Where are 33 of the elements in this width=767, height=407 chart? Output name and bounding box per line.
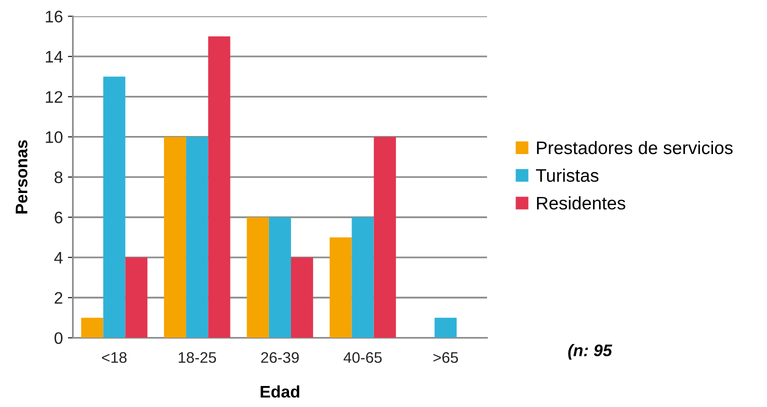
y-tick-label: 10 xyxy=(46,131,62,144)
y-tick-label: 6 xyxy=(54,212,62,224)
legend-label: Turistas xyxy=(536,168,598,182)
y-tick-label: 12 xyxy=(46,91,62,103)
y-tick-label: 0 xyxy=(54,332,62,344)
text: (n: 95 xyxy=(568,344,612,360)
x-tick-label: >65 xyxy=(433,352,458,363)
x-tick-label: 18-25 xyxy=(178,352,216,363)
bar xyxy=(330,237,352,338)
x-tick-label: 26-39 xyxy=(261,352,299,363)
legend-label: Residentes xyxy=(537,196,626,210)
bar xyxy=(186,136,208,338)
x-axis-title: Edad xyxy=(260,385,300,398)
bar xyxy=(352,217,374,338)
y-tick-label: 4 xyxy=(54,252,63,264)
y-tick-label: 8 xyxy=(54,171,62,184)
bar xyxy=(103,76,126,338)
bar xyxy=(374,136,396,338)
bar xyxy=(81,318,104,338)
x-tick-label: 40-65 xyxy=(344,352,382,363)
bar xyxy=(246,217,269,338)
y-tick-label: 2 xyxy=(54,292,62,304)
bar xyxy=(208,36,230,338)
y-tick-label: 14 xyxy=(46,51,63,63)
y-tick-label: 16 xyxy=(46,10,62,22)
x-tick-label: <18 xyxy=(102,352,127,363)
bar xyxy=(164,136,186,338)
bar xyxy=(291,257,314,338)
bar xyxy=(434,318,457,338)
bar xyxy=(125,257,148,338)
y-axis-title: Personas xyxy=(16,140,28,214)
bar xyxy=(268,217,291,338)
legend-label: Prestadores de servicios xyxy=(537,140,733,154)
